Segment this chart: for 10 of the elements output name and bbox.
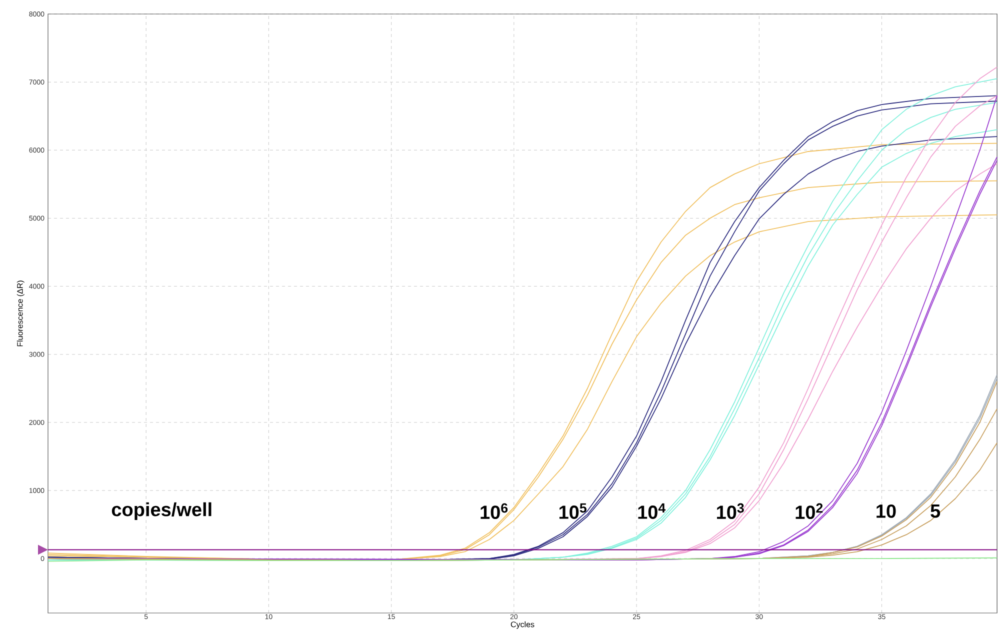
annotation: 10$^{5}$ [559,503,586,519]
annotation: copies/well [112,502,212,520]
annotation: 10$^{2}$ [796,503,823,520]
annotation: 10$^{3}$ [717,503,744,520]
annotation: 10$^{6}$ [480,503,508,520]
annotation: 10$^{4}$ [638,503,666,519]
annotation: 10 [876,504,896,518]
annotation: 5 [930,504,940,518]
x-axis-title: Cycles [510,621,534,629]
y-axis-title: Fluorescence (ΔR) [16,280,24,346]
